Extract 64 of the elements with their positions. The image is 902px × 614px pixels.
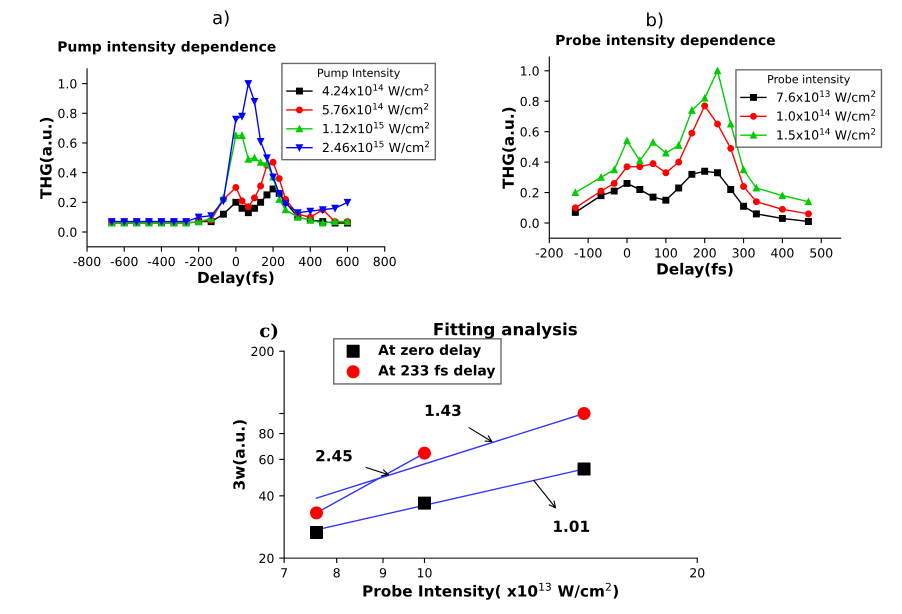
x-tick-label: 7 (281, 568, 288, 578)
chart-subtitle: Probe intensity dependence (556, 34, 775, 48)
x-tick-label: 0 (232, 256, 240, 266)
x-tick-label: 600 (336, 256, 359, 266)
y-tick-label: 0.2 (58, 198, 76, 208)
x-tick-label: 400 (771, 248, 794, 258)
x-tick-label: -100 (574, 248, 602, 258)
x-tick-label: 8 (334, 568, 340, 578)
y-tick-label: 1.0 (58, 79, 76, 89)
legend-title: Pump Intensity (318, 68, 400, 80)
x-tick-label: 100 (655, 248, 677, 258)
x-tick-label: 200 (694, 248, 716, 258)
x-tick-label: 9 (380, 568, 386, 578)
x-tick-label: -400 (148, 256, 175, 266)
legend-label: 4.24x10$^{14}$ W/cm$^{2}$ (322, 84, 428, 97)
legend-label: 1.12x10$^{15}$ W/cm$^{2}$ (323, 122, 430, 134)
y-tick-label: 0.4 (520, 158, 539, 168)
y-tick-label: 0.8 (520, 96, 539, 106)
x-tick-label: 800 (374, 256, 396, 266)
y-tick-label: 60 (259, 454, 274, 464)
y-tick-label: 20 (259, 554, 274, 564)
annotation: 1.43 (426, 404, 461, 416)
legend-label: 2.46x10$^{15}$ W/cm$^{2}$ (322, 140, 430, 154)
x-tick-label: 10 (418, 568, 432, 578)
y-axis-title: 3w(a.u.) (233, 420, 247, 490)
y-tick-label: 80 (259, 429, 274, 438)
y-tick-label: 0.8 (58, 108, 76, 118)
y-tick-label: 0.4 (58, 168, 77, 178)
x-axis-title: Delay(fs) (658, 262, 733, 278)
y-tick-label: 0.0 (520, 218, 539, 228)
x-tick-label: 300 (732, 248, 755, 258)
legend-label: 5.76x10$^{14}$ W/cm$^{2}$ (322, 102, 428, 116)
x-tick-label: -800 (73, 256, 100, 266)
x-axis-title: Probe Intensity( x10$^{13}$ W/cm$^{2}$) (363, 582, 618, 600)
x-tick-label: 500 (810, 248, 832, 258)
y-tick-label: 0.6 (520, 127, 539, 137)
legend-label: 1.5x10$^{14}$ W/cm$^{2}$ (777, 128, 876, 141)
x-tick-label: 0 (624, 248, 630, 258)
legend-title: Probe intensity (768, 74, 850, 86)
annotation: 1.01 (554, 520, 590, 532)
legend-label: At 233 fs delay (378, 364, 496, 378)
x-tick-label: -200 (185, 256, 212, 266)
chart-subtitle: Pump intensity dependence (58, 40, 276, 55)
legend-label: 7.6x10$^{13}$ W/cm$^{2}$ (776, 90, 876, 103)
y-tick-label: 40 (259, 491, 274, 501)
chart-title: b) (647, 12, 662, 29)
y-tick-label: 0.6 (58, 138, 77, 148)
chart-subtitle: Fitting analysis (434, 322, 577, 339)
x-tick-label: 400 (298, 256, 322, 266)
annotation: 2.45 (316, 450, 352, 462)
y-axis-title: THG(a.u.) (502, 108, 516, 189)
y-tick-label: 0.2 (520, 188, 538, 198)
chart-title: a) (213, 10, 229, 26)
y-axis-title: THG(a.u.) (40, 118, 54, 199)
x-axis-title: Delay(fs) (198, 271, 274, 286)
legend-label: 1.0x10$^{14}$ W/cm$^{2}$ (777, 109, 876, 122)
chart-title: c) (260, 323, 278, 340)
x-tick-label: 20 (690, 568, 704, 578)
y-tick-label: 1.0 (521, 66, 539, 76)
y-tick-label: 0.0 (58, 227, 76, 237)
y-tick-label: 200 (251, 346, 274, 356)
x-tick-label: -600 (110, 256, 138, 266)
x-tick-label: -200 (536, 248, 563, 258)
legend-label: At zero delay (378, 344, 481, 358)
